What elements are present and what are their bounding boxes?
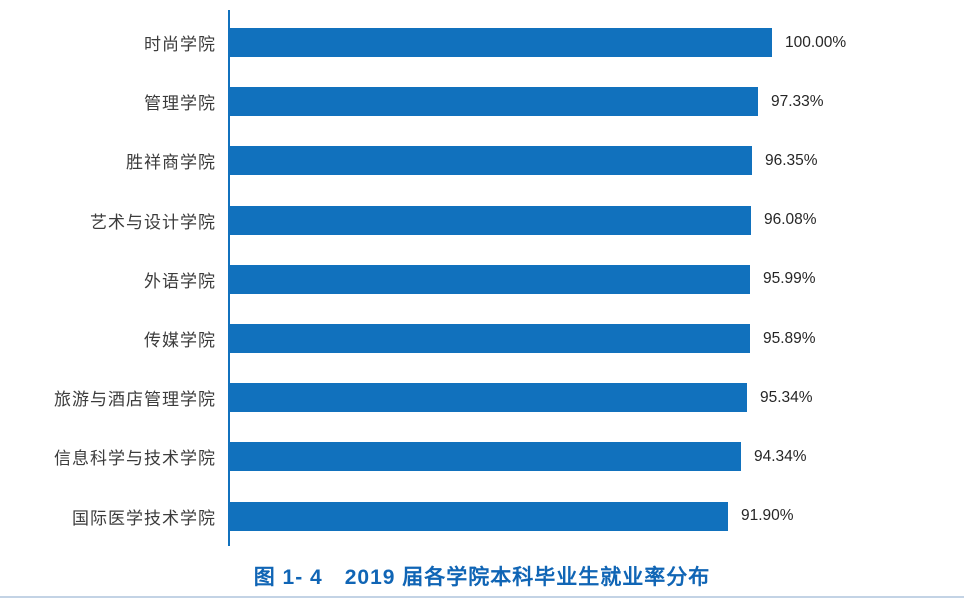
bar-area: 95.99% (228, 264, 964, 294)
bar (230, 324, 750, 354)
y-axis-line (228, 10, 230, 546)
value-label: 96.35% (765, 151, 818, 169)
bar-area: 96.08% (228, 205, 964, 235)
category-label: 传媒学院 (144, 331, 216, 351)
page-bottom-rule (0, 596, 964, 598)
value-label: 94.34% (754, 447, 807, 465)
chart-row: 管理学院 97.33% (0, 72, 964, 131)
value-label: 97.33% (771, 92, 824, 110)
figure-caption-number: 图 1- 4 (253, 566, 323, 589)
bar-area: 94.34% (228, 442, 964, 472)
bar (230, 205, 751, 235)
value-label: 95.89% (763, 329, 816, 347)
bar-area: 91.90% (228, 501, 964, 531)
value-label: 100.00% (785, 33, 847, 51)
chart-row: 外语学院 95.99% (0, 250, 964, 309)
value-label: 95.34% (760, 388, 813, 406)
bar (230, 442, 741, 472)
chart-row: 传媒学院 95.89% (0, 309, 964, 368)
chart-rows: 时尚学院 100.00% 管理学院 97.33% 胜祥商学院 96.35% 艺术与设计学院 9… (0, 13, 964, 546)
bar-area: 95.89% (228, 324, 964, 354)
bar (230, 146, 752, 176)
chart-row: 旅游与酒店管理学院 95.34% (0, 368, 964, 427)
figure-caption-title: 2019 届各学院本科毕业生就业率分布 (344, 566, 711, 589)
category-label: 外语学院 (144, 271, 216, 291)
category-label: 艺术与设计学院 (90, 212, 216, 232)
category-label: 信息科学与技术学院 (54, 449, 216, 469)
figure-caption: 图 1- 4 2019 届各学院本科毕业生就业率分布 (0, 561, 964, 591)
chart-row: 时尚学院 100.00% (0, 13, 964, 72)
bar (230, 264, 750, 294)
value-label: 96.08% (764, 211, 817, 229)
value-label: 95.99% (763, 270, 816, 288)
bar (230, 501, 728, 531)
category-label: 旅游与酒店管理学院 (54, 390, 216, 410)
chart-row: 艺术与设计学院 96.08% (0, 191, 964, 250)
category-label: 时尚学院 (144, 35, 216, 55)
bar-area: 95.34% (228, 383, 964, 413)
bar-area: 97.33% (228, 87, 964, 117)
bar (230, 87, 758, 117)
chart-row: 信息科学与技术学院 94.34% (0, 427, 964, 486)
category-label: 国际医学技术学院 (72, 508, 216, 528)
bar (230, 28, 772, 58)
category-label: 管理学院 (144, 94, 216, 114)
bar-area: 96.35% (228, 146, 964, 176)
chart-row: 胜祥商学院 96.35% (0, 131, 964, 190)
value-label: 91.90% (741, 507, 794, 525)
chart-row: 国际医学技术学院 91.90% (0, 487, 964, 546)
category-label: 胜祥商学院 (126, 153, 216, 173)
bar-area: 100.00% (228, 28, 964, 58)
bar (230, 383, 747, 413)
